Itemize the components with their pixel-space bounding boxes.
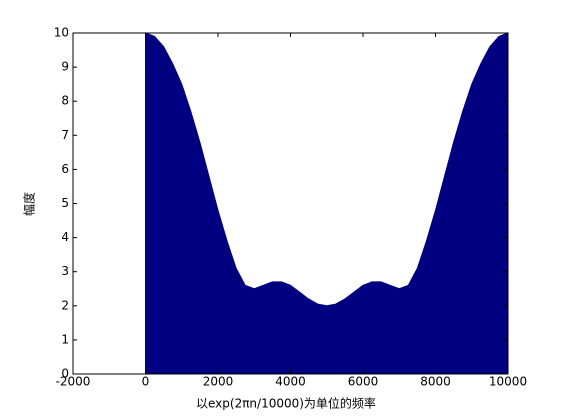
y-tick-label: 4 xyxy=(61,230,69,244)
y-tick-label: 3 xyxy=(61,264,69,278)
x-axis-label: 以exp(2πn/10000)为单位的频率 xyxy=(196,396,376,411)
x-tick-label: 6000 xyxy=(348,375,379,389)
x-tick-label: 4000 xyxy=(275,375,306,389)
y-tick-label: 8 xyxy=(61,94,69,108)
y-tick-label: 9 xyxy=(61,60,69,74)
x-tick-label: 10000 xyxy=(489,375,527,389)
y-tick-label: 7 xyxy=(61,128,69,142)
y-axis-label: 幅度 xyxy=(22,192,37,216)
x-tick-label: -2000 xyxy=(56,375,91,389)
y-tick-label: 6 xyxy=(61,162,69,176)
x-tick-label: 2000 xyxy=(203,375,234,389)
area xyxy=(145,32,509,375)
y-tick-label: 1 xyxy=(61,332,69,346)
y-tick-label: 5 xyxy=(61,196,69,210)
y-tick-label: 10 xyxy=(54,26,69,40)
x-tick-label: 8000 xyxy=(420,375,451,389)
y-tick-label: 0 xyxy=(61,367,69,381)
x-tick-label: 0 xyxy=(142,375,150,389)
y-tick-label: 2 xyxy=(61,298,69,312)
